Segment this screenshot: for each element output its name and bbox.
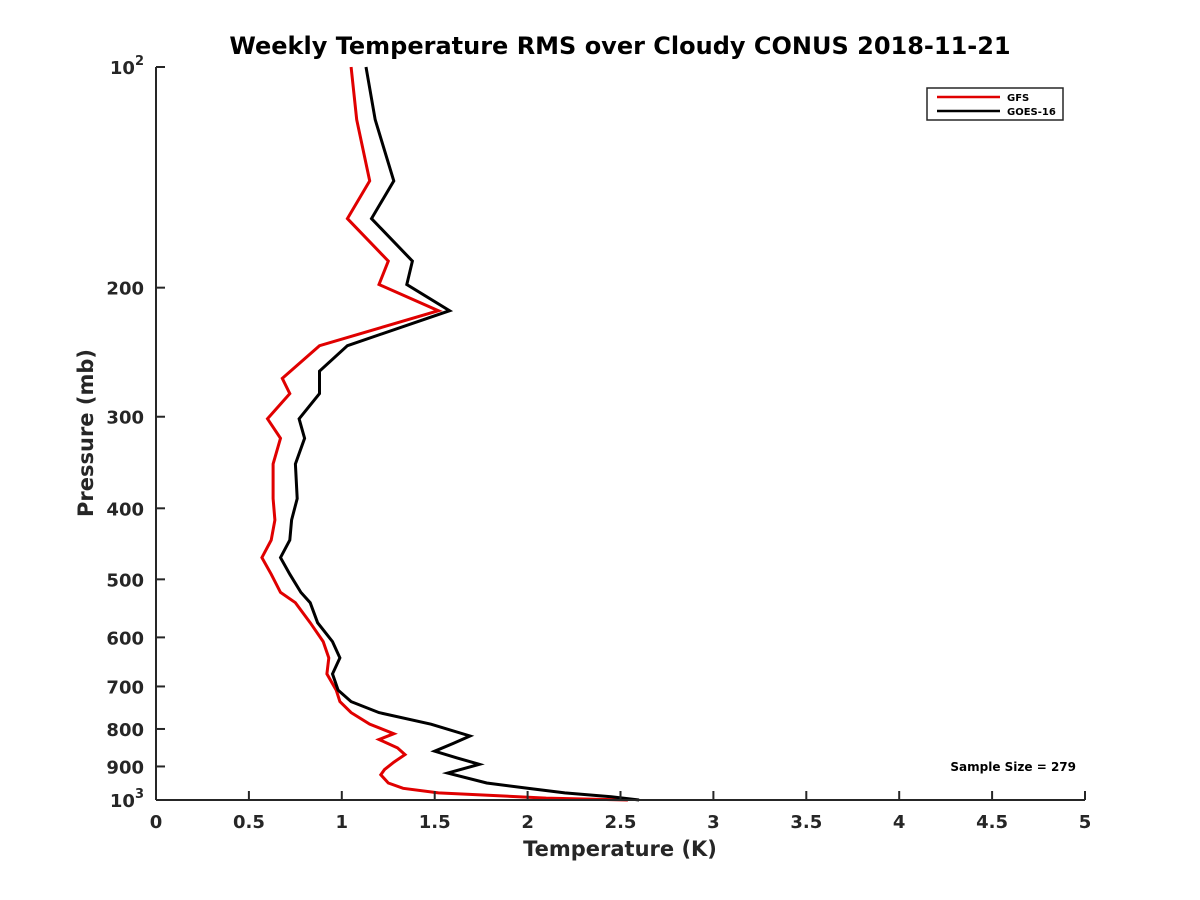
y-tick-label: 800 <box>106 720 144 741</box>
sample-size-annotation: Sample Size = 279 <box>950 760 1076 774</box>
y-tick-base: 10 <box>110 791 135 812</box>
y-tick-exponent: 3 <box>135 787 144 802</box>
y-tick-label: 600 <box>106 628 144 649</box>
series-line-gfs <box>260 66 628 802</box>
x-tick-label: 3 <box>707 812 720 833</box>
x-tick-label: 0.5 <box>233 812 265 833</box>
series-line-goes16 <box>278 66 640 802</box>
y-tick-label: 700 <box>106 677 144 698</box>
y-tick-exponent: 2 <box>135 54 144 69</box>
x-tick-label: 0 <box>150 812 163 833</box>
y-tick-label: 102 <box>110 54 144 79</box>
legend: GFS GOES-16 <box>926 87 1064 121</box>
x-tick-label: 4.5 <box>976 812 1008 833</box>
y-tick-label: 103 <box>110 787 144 812</box>
y-tick-label: 200 <box>106 279 144 300</box>
x-tick-label: 2 <box>521 812 534 833</box>
y-tick-label: 300 <box>106 408 144 429</box>
plot-background <box>156 67 1085 800</box>
x-tick-label: 3.5 <box>790 812 822 833</box>
legend-box <box>926 87 1064 121</box>
y-axis-label: Pressure (mb) <box>74 349 98 517</box>
chart-title: Weekly Temperature RMS over Cloudy CONUS… <box>229 32 1010 60</box>
y-tick-base: 10 <box>110 58 135 79</box>
legend-label-goes16: GOES-16 <box>1007 107 1056 118</box>
x-tick-label: 4 <box>893 812 906 833</box>
x-axis-label: Temperature (K) <box>523 837 717 861</box>
x-tick-label: 5 <box>1079 812 1092 833</box>
series-layer <box>260 66 640 802</box>
legend-label-gfs: GFS <box>1007 93 1029 104</box>
x-ticks: 0 0.5 1 1.5 2 2.5 3 3.5 4 4.5 5 <box>150 791 1092 833</box>
y-tick-label: 500 <box>106 570 144 591</box>
y-tick-label: 400 <box>106 499 144 520</box>
x-tick-label: 1 <box>336 812 349 833</box>
y-tick-label: 900 <box>106 757 144 778</box>
x-tick-label: 2.5 <box>605 812 637 833</box>
x-tick-label: 1.5 <box>419 812 451 833</box>
